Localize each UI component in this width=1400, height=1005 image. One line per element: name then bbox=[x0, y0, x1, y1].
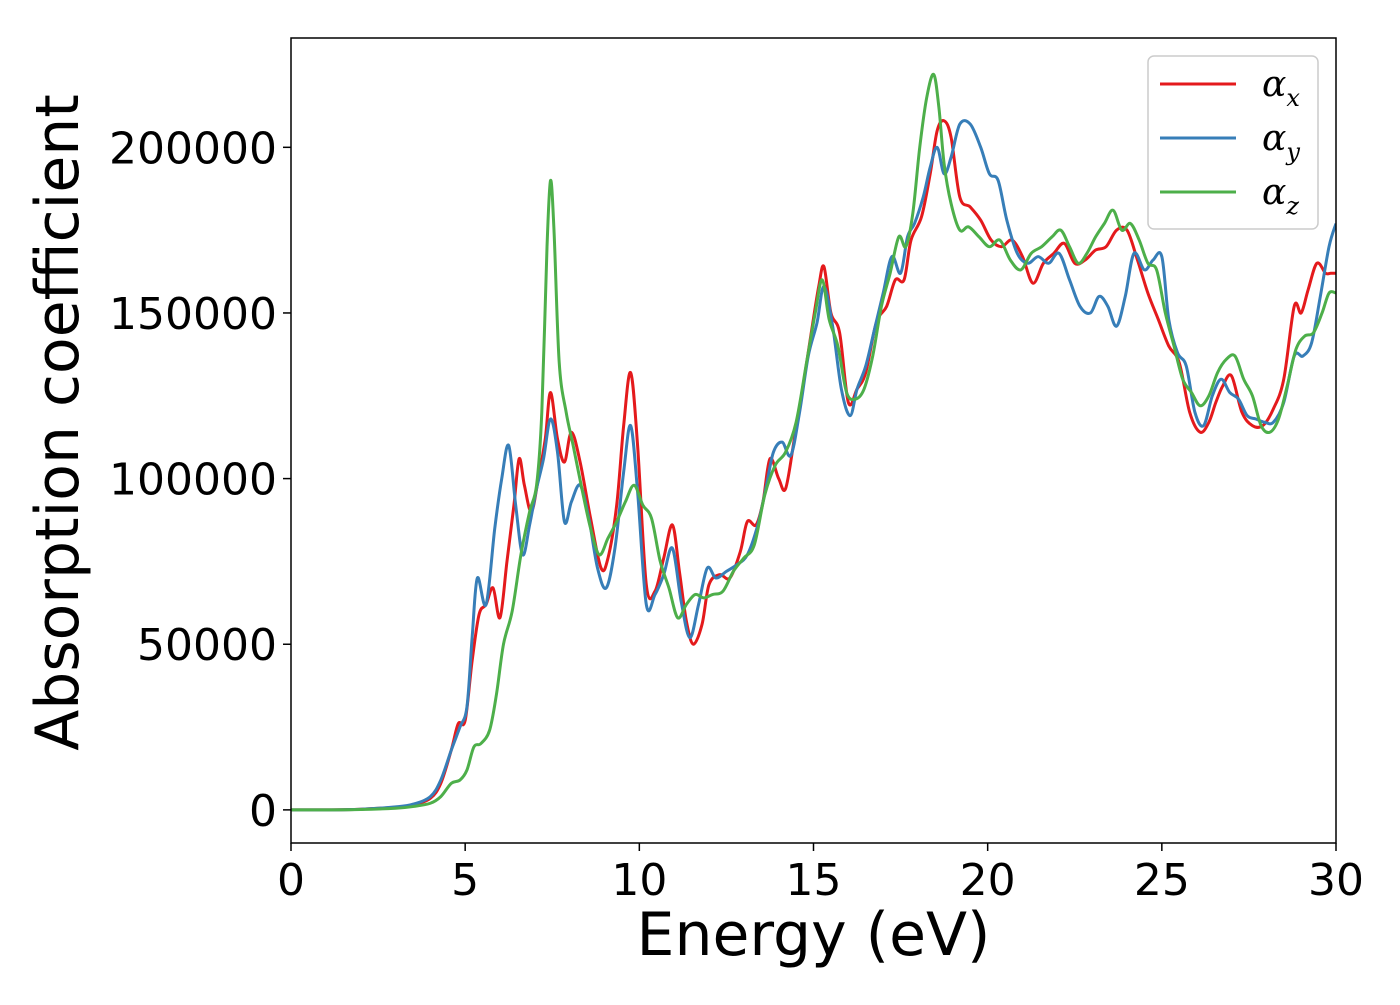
x-tick-label: 30 bbox=[1308, 855, 1364, 906]
y-tick-label: 0 bbox=[249, 786, 277, 837]
x-axis-label: Energy (eV) bbox=[637, 900, 991, 970]
series-line-x bbox=[291, 119, 1336, 812]
x-tick-label: 10 bbox=[611, 855, 667, 906]
legend-item-z: αz bbox=[1160, 172, 1299, 220]
x-tick-label: 25 bbox=[1134, 855, 1190, 906]
y-tick-label: 100000 bbox=[109, 455, 277, 506]
y-axis-label: Absorption coefficient bbox=[23, 94, 93, 751]
x-tick-label: 20 bbox=[960, 855, 1016, 906]
series-line-z bbox=[291, 72, 1336, 812]
x-axis-ticks: 0 5 10 15 20 25 30 bbox=[277, 843, 1364, 906]
x-tick-label: 0 bbox=[277, 855, 305, 906]
y-tick-label: 150000 bbox=[109, 289, 277, 340]
legend-items: αx αy αz bbox=[1160, 64, 1300, 220]
legend-item-y: αy bbox=[1160, 118, 1300, 166]
series-lines bbox=[291, 72, 1336, 812]
y-tick-label: 50000 bbox=[137, 620, 277, 671]
legend-item-x: αx bbox=[1160, 64, 1300, 112]
y-axis-ticks: 0 50000 100000 150000 200000 bbox=[109, 123, 291, 837]
legend-label: αz bbox=[1262, 172, 1299, 220]
x-tick-label: 15 bbox=[786, 855, 842, 906]
legend: αx αy αz bbox=[1147, 55, 1319, 230]
legend-box bbox=[1147, 55, 1319, 230]
legend-label: αx bbox=[1262, 64, 1300, 112]
legend-label: αy bbox=[1262, 118, 1300, 166]
y-tick-label: 200000 bbox=[109, 123, 277, 174]
x-tick-label: 5 bbox=[451, 855, 479, 906]
